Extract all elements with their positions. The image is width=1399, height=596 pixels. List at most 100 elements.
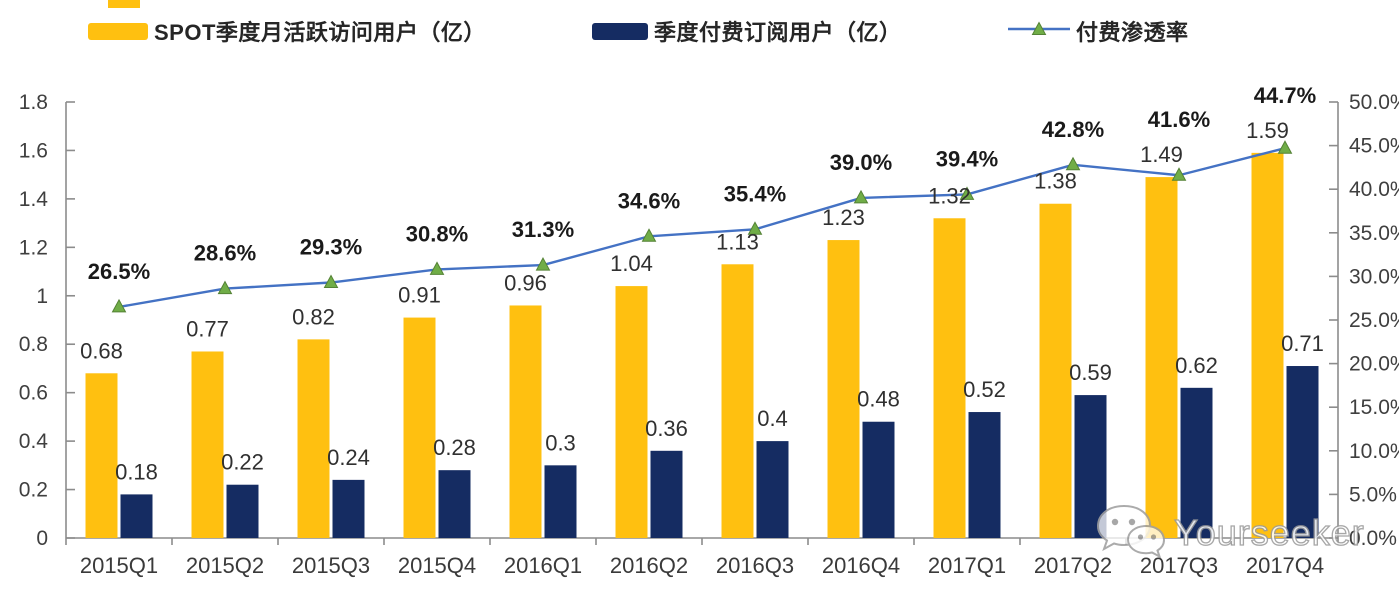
bar-mau-2016Q2 [615,286,648,538]
x-axis-category-label: 2016Q2 [610,553,688,578]
mau-value-label: 0.96 [504,270,547,295]
bar-subscribers-2015Q3 [332,479,365,538]
bar-mau-2015Q1 [85,373,118,538]
bar-subscribers-2015Q2 [226,484,259,538]
penetration-pct-label: 44.7% [1254,83,1316,108]
penetration-line [118,147,1286,309]
bar-subscribers-2016Q2 [650,450,683,538]
right-axis-label: 50.0% [1349,91,1399,114]
mau-value-label: 1.32 [928,183,971,208]
penetration-marker-2016Q2 [641,228,657,242]
legend-swatch-fragment [108,0,140,8]
left-axis-label: 1 [36,285,48,308]
x-axis-category-label: 2016Q1 [504,553,582,578]
right-axis-label: 40.0% [1349,178,1399,201]
bar-mau-2015Q4 [403,317,436,538]
bar-mau-2016Q1 [509,305,542,538]
legend-swatch-mau-icon [88,22,148,40]
penetration-marker-2017Q2 [1065,156,1081,171]
right-axis-label: 5.0% [1349,483,1397,506]
right-axis-label: 30.0% [1349,265,1399,288]
penetration-marker-2015Q4 [429,261,445,275]
mau-value-label: 0.82 [292,304,335,329]
subscribers-value-label: 0.71 [1281,331,1324,356]
mau-value-label: 1.13 [716,229,759,254]
penetration-pct-label: 26.5% [88,259,150,284]
left-axis-label: 1.2 [19,236,48,259]
penetration-marker-2015Q2 [217,280,233,295]
bar-mau-2017Q4 [1251,152,1284,538]
legend-label-subscribers: 季度付费订阅用户（亿） [654,20,902,45]
left-axis-label: 1.6 [19,139,48,162]
subscribers-value-label: 0.24 [327,445,370,470]
legend-swatch-subscribers-icon [592,22,648,40]
left-axis-label: 1.4 [19,188,49,211]
penetration-pct-label: 39.0% [830,150,892,175]
bar-subscribers-2015Q4 [438,470,471,538]
penetration-pct-label: 35.4% [724,181,786,206]
subscribers-value-label: 0.28 [433,435,476,460]
x-axis-category-label: 2017Q3 [1140,553,1218,578]
x-axis-category-label: 2017Q1 [928,553,1006,578]
right-axis-label: 25.0% [1349,309,1399,332]
left-axis-label: 0 [36,527,48,550]
mau-value-label: 0.68 [80,338,123,363]
legend-line-marker-icon [1008,19,1070,44]
penetration-marker-2017Q1 [959,186,975,200]
penetration-pct-label: 31.3% [512,217,574,242]
subscribers-value-label: 0.36 [645,416,688,441]
subscribers-value-label: 0.59 [1069,360,1112,385]
mau-value-label: 1.23 [822,205,865,230]
bar-mau-2015Q3 [297,339,330,538]
legend-item-mau: SPOT季度月活跃访问用户（亿） [88,14,486,48]
bar-subscribers-2015Q1 [120,494,153,538]
subscribers-value-label: 0.52 [963,377,1006,402]
bar-mau-2017Q3 [1145,177,1178,539]
mau-value-label: 1.38 [1034,169,1077,194]
right-axis-label: 35.0% [1349,222,1399,245]
x-axis-category-label: 2015Q3 [292,553,370,578]
mau-value-label: 1.04 [610,251,653,276]
mau-value-label: 0.77 [186,316,229,341]
penetration-marker-2016Q3 [747,221,763,235]
penetration-marker-2017Q4 [1277,140,1293,154]
x-axis-category-label: 2017Q4 [1246,553,1324,578]
chart-legend: SPOT季度月活跃访问用户（亿） 季度付费订阅用户（亿） 付费渗透率 [0,14,1399,50]
penetration-pct-label: 29.3% [300,235,362,260]
right-axis-label: 15.0% [1349,396,1399,419]
mau-value-label: 1.59 [1246,118,1289,143]
left-axis-label: 1.8 [19,91,48,114]
bar-mau-2017Q2 [1039,203,1072,538]
penetration-pct-label: 42.8% [1042,117,1104,142]
penetration-marker-2015Q1 [111,298,127,313]
subscribers-value-label: 0.3 [545,430,576,455]
subscribers-value-label: 0.22 [221,450,264,475]
subscribers-value-label: 0.48 [857,387,900,412]
x-axis-category-label: 2016Q3 [716,553,794,578]
bar-subscribers-2016Q4 [862,421,895,538]
mau-value-label: 0.91 [398,283,441,308]
bar-mau-2015Q2 [191,351,224,538]
bar-subscribers-2016Q3 [756,441,789,538]
x-axis-category-label: 2015Q1 [80,553,158,578]
legend-item-subscribers: 季度付费订阅用户（亿） [592,14,902,48]
bar-subscribers-2016Q1 [544,465,577,538]
x-axis-category-label: 2015Q2 [186,553,264,578]
left-axis-label: 0.6 [19,382,48,405]
x-axis-category-label: 2015Q4 [398,553,476,578]
bar-subscribers-2017Q2 [1074,395,1107,538]
penetration-marker-2017Q3 [1171,167,1187,181]
penetration-pct-label: 30.8% [406,221,468,246]
legend-label-mau: SPOT季度月活跃访问用户（亿） [154,20,486,45]
mau-value-label: 1.49 [1140,142,1183,167]
right-axis-label: 10.0% [1349,440,1399,463]
bar-mau-2016Q4 [827,240,860,539]
bar-subscribers-2017Q3 [1180,387,1213,538]
legend-item-penetration: 付费渗透率 [1008,14,1189,48]
right-axis-label: 45.0% [1349,135,1399,158]
right-axis-label: 20.0% [1349,353,1399,376]
subscribers-value-label: 0.4 [757,406,788,431]
penetration-marker-2016Q1 [535,257,551,271]
